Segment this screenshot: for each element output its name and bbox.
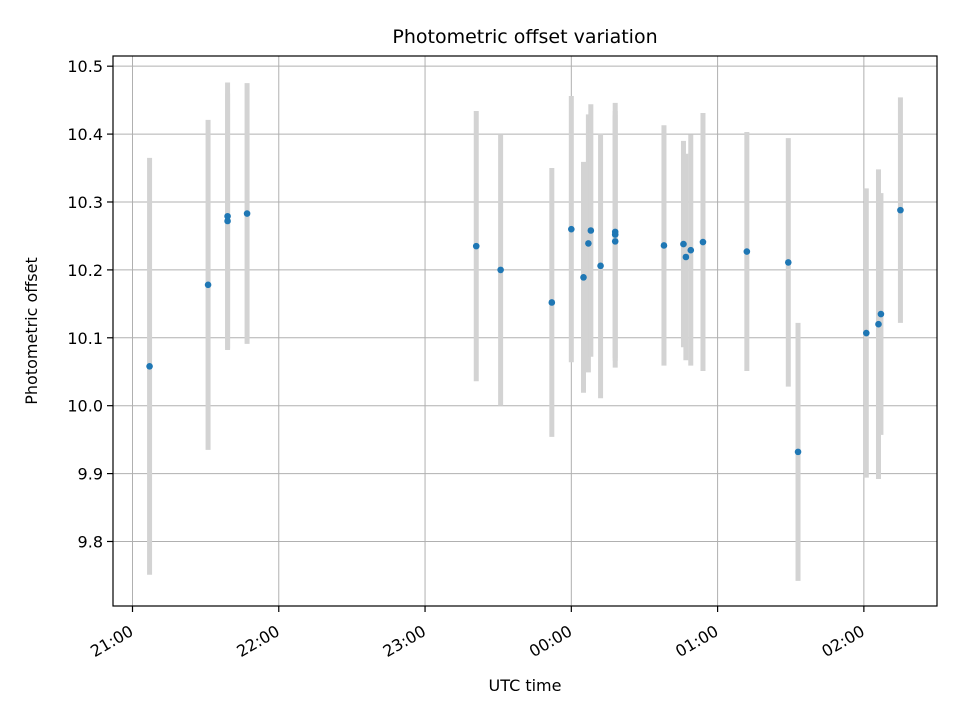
- chart-title: Photometric offset variation: [392, 26, 657, 48]
- x-tick-label: 21:00: [87, 621, 136, 661]
- x-axis-label: UTC time: [489, 676, 562, 695]
- data-point: [875, 320, 882, 328]
- plot-frame: [112, 55, 938, 607]
- y-tick-label: 10.1: [67, 329, 103, 348]
- y-tick-label: 10.3: [67, 193, 103, 212]
- x-tick-label: 02:00: [818, 621, 867, 661]
- data-point: [784, 259, 792, 266]
- y-tick-label: 10.4: [67, 125, 103, 144]
- data-point: [660, 242, 668, 249]
- data-point: [682, 253, 690, 261]
- data-point: [680, 240, 687, 248]
- data-point: [877, 310, 885, 318]
- data-point: [699, 238, 707, 246]
- y-tick-label: 10.0: [67, 397, 103, 416]
- data-point: [146, 363, 153, 370]
- y-tick-label: 9.8: [78, 532, 103, 551]
- data-point: [472, 242, 480, 250]
- data-point: [587, 227, 595, 234]
- error-bars: [147, 82, 903, 581]
- y-tick-label: 10.2: [67, 261, 103, 280]
- data-point: [863, 329, 870, 337]
- data-point: [687, 246, 695, 254]
- data-point: [568, 225, 575, 233]
- data-point: [597, 262, 604, 270]
- grid-lines: [113, 56, 937, 606]
- x-tick-label: 22:00: [233, 621, 282, 661]
- data-points: [146, 206, 904, 456]
- y-tick-label: 9.9: [78, 465, 103, 484]
- data-point: [204, 281, 212, 289]
- data-point: [580, 274, 587, 281]
- data-point: [224, 217, 231, 225]
- data-point: [548, 299, 556, 306]
- x-tick-label: 23:00: [380, 621, 429, 661]
- data-point: [497, 266, 504, 274]
- x-tick-label: 01:00: [672, 621, 721, 661]
- data-point: [611, 231, 619, 238]
- data-point: [897, 206, 904, 214]
- y-tick-label: 10.5: [67, 57, 103, 76]
- data-point: [585, 240, 592, 247]
- data-point: [743, 248, 751, 255]
- x-tick-label: 00:00: [526, 621, 575, 661]
- data-point: [794, 448, 802, 456]
- data-point: [243, 210, 251, 217]
- data-point: [611, 238, 619, 245]
- data-point: [224, 212, 231, 220]
- y-axis-label: Photometric offset: [22, 257, 41, 405]
